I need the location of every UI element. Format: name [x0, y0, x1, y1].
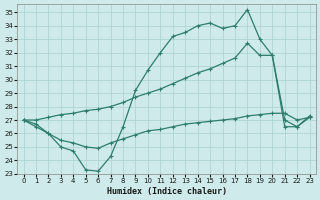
X-axis label: Humidex (Indice chaleur): Humidex (Indice chaleur): [107, 187, 227, 196]
